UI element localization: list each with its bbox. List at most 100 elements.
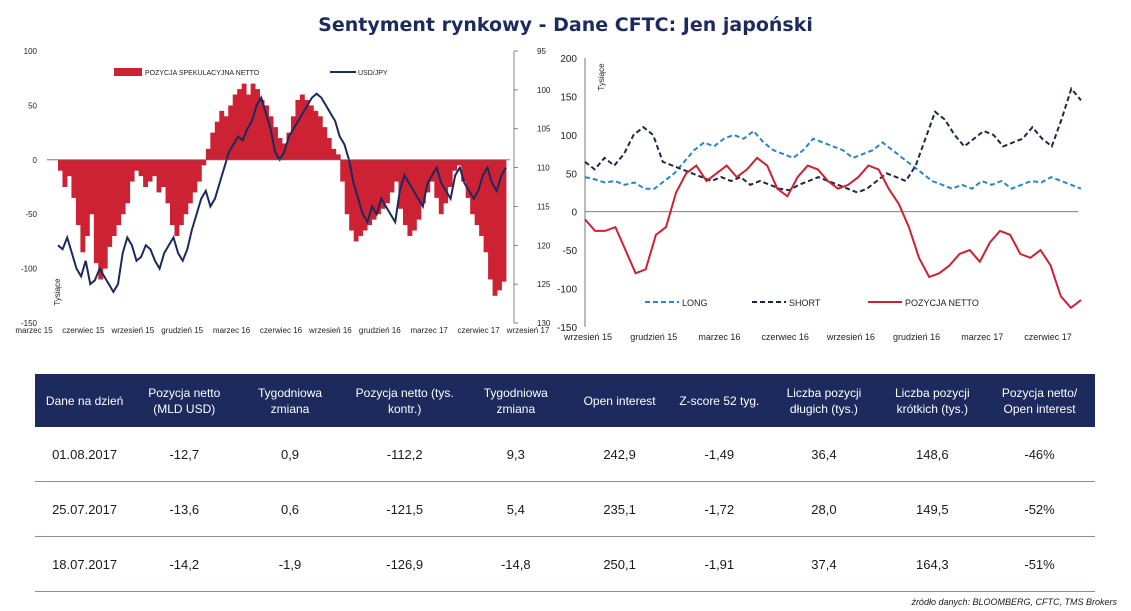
net-position-bar — [353, 159, 359, 242]
net-position-bar — [402, 159, 408, 226]
net-position-bar — [331, 148, 337, 160]
table-cell: -1,91 — [671, 536, 768, 592]
x-tick-label: czerwiec 16 — [260, 326, 303, 335]
net-position-bar — [187, 159, 193, 204]
net-position-bar — [465, 159, 471, 198]
net-position-bar — [461, 159, 467, 182]
net-position-bar — [84, 159, 90, 236]
table-header: Pozycja netto (tys. kontr.) — [355, 385, 454, 416]
net-position-bar — [299, 94, 305, 160]
net-position-bar — [389, 159, 395, 193]
x-tick-label: marzec 15 — [15, 326, 53, 335]
y2-tick-label: 125 — [537, 280, 550, 289]
table-cell: 235,1 — [567, 481, 672, 537]
net-position-bar — [479, 159, 484, 236]
x-tick-label: wrzesień 16 — [308, 326, 352, 335]
net-position-bar — [273, 127, 278, 160]
net-position-bar — [497, 159, 502, 291]
net-position-bar — [376, 159, 381, 215]
net-position-bar — [304, 99, 310, 160]
net-position-bar — [147, 159, 153, 182]
y-tick-label: -150 — [21, 319, 38, 328]
net-position-bar — [102, 159, 108, 269]
net-position-bar — [290, 116, 296, 160]
table-header: Pozycja netto/ Open interest — [1001, 385, 1078, 416]
net-position-bar — [120, 159, 126, 215]
table-header: Tygodniowa zmiana — [257, 385, 323, 416]
chart-cftc-net-vs-usdjpy: 100 50 0 -50 -100 -150 95 100 105 110 115 120 125 130… — [15, 47, 550, 335]
table-cell: -51% — [984, 536, 1095, 592]
x-tick-label: czerwiec 16 — [761, 332, 809, 342]
table-cell: 0,9 — [234, 427, 346, 482]
x-tick-label: grudzień 15 — [161, 326, 203, 335]
table-cell: 250,1 — [567, 536, 672, 592]
cftc-stats-table: Dane na dzień Pozycja netto (MLD USD) Ty… — [35, 374, 1095, 592]
table-cell: -46% — [984, 427, 1095, 482]
net-position-bar — [295, 99, 301, 160]
net-position-bar — [71, 159, 77, 198]
x-tick-label: czerwiec 17 — [457, 326, 500, 335]
x-tick-label: czerwiec 17 — [1024, 332, 1072, 342]
net-position-bar — [308, 105, 314, 160]
table-header: Liczba pozycji krótkich (tys.) — [894, 385, 970, 416]
y2-tick-label: 110 — [537, 164, 550, 173]
y2-tick-label: 130 — [537, 319, 550, 328]
table-cell: -13,6 — [134, 481, 235, 537]
table-cell: -1,49 — [671, 427, 768, 482]
legend-label-net: POZYCJA NETTO — [905, 298, 979, 308]
table-cell: -1,72 — [671, 481, 768, 537]
net-position-bar — [349, 159, 355, 231]
y-axis-title: Tysiące — [597, 63, 606, 91]
net-position-bar — [434, 159, 440, 198]
x-tick-label: grudzień 16 — [893, 332, 940, 342]
table-cell: -121,5 — [345, 481, 464, 537]
net-position-bar — [241, 83, 247, 160]
table-header: Open interest — [583, 393, 656, 408]
net-position-bar — [322, 127, 328, 160]
y-tick-label: 50 — [566, 169, 578, 180]
x-tick-label: marzec 16 — [698, 332, 740, 342]
table-cell: 28,0 — [767, 481, 881, 537]
net-position-bar — [156, 159, 162, 193]
net-position-bar — [170, 159, 175, 226]
net-position-bar — [237, 89, 243, 160]
net-position-bar — [232, 94, 238, 160]
x-tick-label: grudzień 15 — [630, 332, 677, 342]
table-header: Liczba pozycji długich (tys.) — [786, 385, 862, 416]
net-position-bar — [340, 159, 346, 182]
table-cell: 5,4 — [463, 481, 568, 537]
net-position-bar — [452, 159, 458, 171]
y-tick-label: -50 — [25, 210, 37, 219]
net-position-bar — [66, 159, 72, 177]
net-position-bar — [286, 132, 292, 160]
net-position-bar — [420, 159, 426, 204]
net-position-bar — [219, 110, 225, 160]
table-row: 25.07.2017 -13,6 0,6 -121,5 5,4 235,1 -1… — [35, 481, 1095, 537]
legend-label-net: POZYCJA SPEKULACYJNA NETTO — [145, 70, 260, 77]
net-position-bar — [98, 159, 104, 280]
net-position-bar — [416, 159, 422, 220]
net-position-bar — [192, 159, 198, 193]
y2-tick-label: 95 — [537, 47, 546, 56]
long-line — [584, 129, 1082, 190]
net-position-bar — [116, 159, 122, 226]
y-tick-label: 100 — [24, 47, 38, 56]
y-tick-label: -50 — [563, 246, 578, 257]
table-cell: 0,6 — [234, 481, 346, 537]
net-position-bar — [429, 159, 435, 182]
net-position-bar — [255, 89, 260, 160]
table-header: Z-score 52 tyg. — [679, 393, 760, 408]
net-position-bar — [411, 159, 417, 231]
net-position-bar — [488, 159, 493, 280]
net-position-bar — [210, 132, 216, 160]
x-tick-label: wrzesień 16 — [826, 332, 875, 342]
net-position-bar — [80, 159, 86, 253]
net-position-bar — [394, 159, 399, 182]
y-tick-label: 0 — [33, 156, 38, 165]
net-position-bar — [358, 159, 364, 236]
y-tick-label: 200 — [560, 54, 577, 65]
net-position-bar — [492, 159, 498, 296]
x-tick-label: wrzesień 17 — [506, 326, 550, 335]
net-position-bar — [93, 159, 99, 264]
net-position-bar — [165, 159, 171, 204]
